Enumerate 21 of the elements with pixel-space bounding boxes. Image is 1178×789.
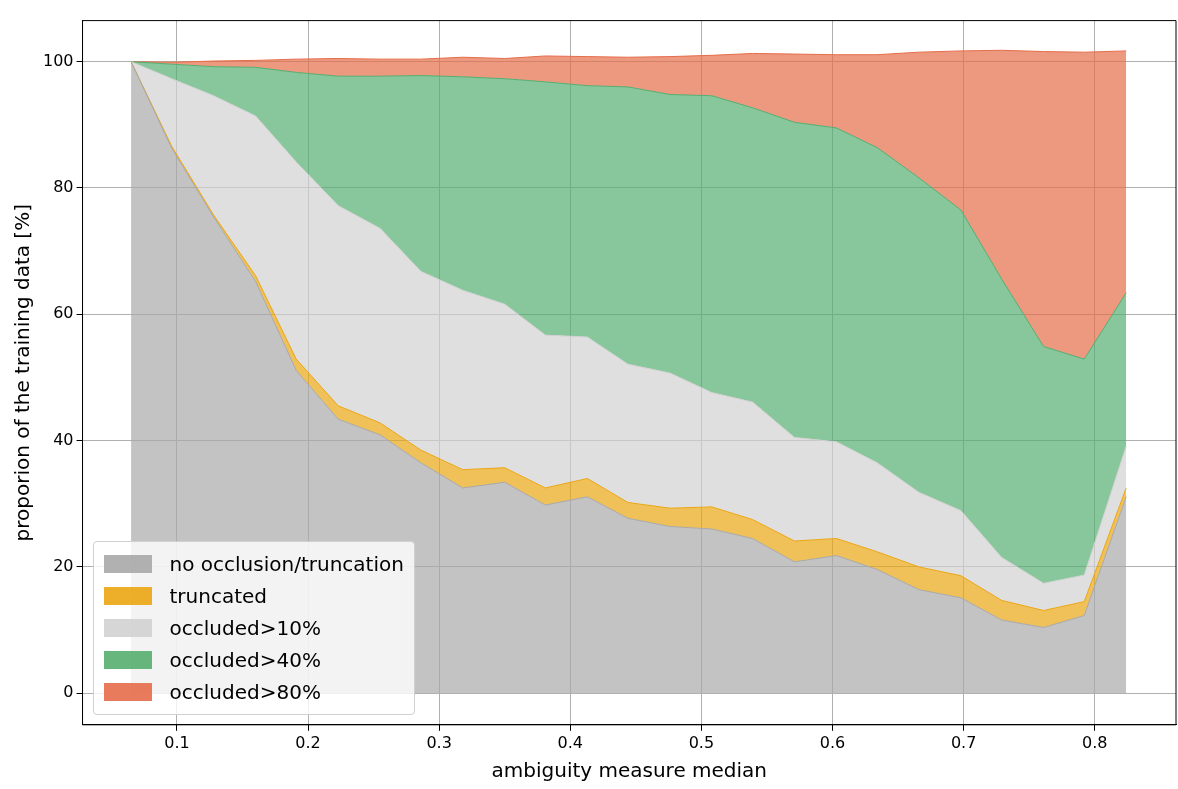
y-tick-label: 80 (53, 177, 74, 197)
y-axis-title: proporion of the training data [%] (10, 204, 35, 542)
x-tick-label: 0.7 (950, 732, 977, 752)
x-tick-label: 0.5 (688, 732, 715, 752)
legend-label: occluded>80% (169, 679, 321, 704)
x-tick-label: 0.8 (1081, 732, 1108, 752)
y-tick-label: 40 (53, 429, 74, 449)
x-axis-title: ambiguity measure median (491, 758, 768, 783)
y-tick-label: 20 (53, 556, 74, 576)
legend-label: occluded>40% (169, 647, 321, 672)
y-tick-label: 60 (53, 303, 74, 323)
x-tick-label: 0.3 (426, 732, 452, 752)
legend-label: no occlusion/truncation (169, 551, 404, 576)
y-tick-label: 100 (42, 50, 74, 70)
legend-label: occluded>10% (169, 615, 321, 640)
x-tick-label: 0.2 (295, 732, 321, 752)
legend-label: truncated (169, 583, 268, 608)
x-tick-label: 0.6 (819, 732, 846, 752)
y-tick-label: 0 (63, 682, 74, 702)
x-tick-label: 0.1 (164, 732, 190, 752)
x-tick-label: 0.4 (557, 732, 583, 752)
